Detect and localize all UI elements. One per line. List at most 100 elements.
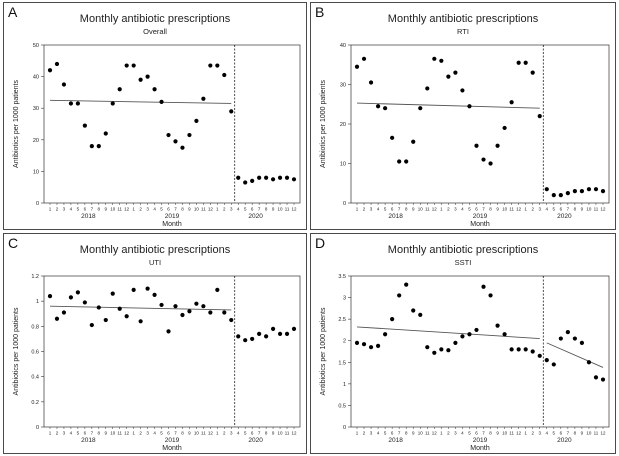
x-tick-label: 10 [278,207,284,212]
x-tick-label: 10 [110,207,116,212]
data-point [523,347,528,352]
x-tick-label: 9 [272,431,275,436]
data-point [257,331,262,336]
data-point [96,144,101,149]
year-label: 2018 [81,437,96,444]
chart-title: Monthly antibiotic prescriptions [388,13,539,25]
data-point [68,101,74,106]
data-point [145,74,150,79]
year-label: 2020 [557,437,572,444]
x-tick-label: 4 [237,207,240,212]
y-axis-label: Antibiotics per 1000 patients [320,80,327,168]
x-tick-label: 5 [468,207,471,212]
trend-line [356,102,540,109]
x-tick-label: 10 [418,207,424,212]
data-point [361,342,367,347]
x-tick-label: 1 [216,207,219,212]
y-tick-label: 3.5 [338,274,346,280]
trend-line [49,99,232,104]
x-tick-label: 3 [454,431,457,436]
data-point [152,292,157,297]
chart-c: Monthly antibiotic prescriptions UTI 0 0.2 0… [13,244,301,452]
x-tick-label: 9 [581,207,584,212]
data-point [565,191,570,196]
x-tick-label: 11 [425,207,430,212]
x-tick-label: 7 [91,431,94,436]
data-point [75,101,80,106]
data-point [593,187,599,192]
x-tick-label: 4 [153,431,156,436]
data-point [425,345,430,350]
y-tick-label: 0 [343,201,346,207]
x-tick-label: 9 [581,431,584,436]
data-point [418,106,423,111]
x-tick-label: 2 [223,207,226,212]
x-tick-label: 5 [77,431,80,436]
data-point [89,144,94,149]
x-tick-label: 10 [502,207,508,212]
data-point [530,70,535,75]
data-point [495,323,500,328]
data-point [159,99,164,104]
x-tick-label: 1 [524,431,527,436]
data-point [375,104,381,109]
x-tick-label: 4 [70,207,73,212]
data-point [75,290,80,295]
data-point [291,177,297,182]
x-tick-label: 8 [181,207,184,212]
x-tick-label: 6 [251,431,254,436]
x-tick-label: 7 [91,207,94,212]
x-tick-label: 9 [496,207,499,212]
chart-b: Monthly antibiotic prescriptions RTI 0 10 20… [320,13,610,228]
data-point [404,282,409,287]
year-label: 2019 [165,213,180,220]
trend-line [356,326,540,340]
x-tick-label: 9 [105,207,108,212]
data-point [277,175,283,180]
x-tick-label: 3 [63,207,66,212]
x-tick-label: 3 [146,431,149,436]
data-point [229,317,234,323]
y-tick-label: 30 [33,106,39,112]
x-tick-label: 12 [432,207,438,212]
data-point [439,347,444,352]
chart-d: Monthly antibiotic prescriptions SSTI 0 0.5… [320,244,610,452]
y-tick-label: 0.4 [31,375,39,381]
y-tick-label: 50 [33,43,39,49]
y-tick-label: 0.2 [31,400,39,406]
x-tick-label: 9 [272,207,275,212]
data-point [236,175,241,180]
data-point [173,304,178,309]
data-point [208,310,213,315]
data-point [243,180,248,185]
data-point [152,87,157,92]
chart-subtitle: RTI [457,27,469,36]
y-axis-label: Antibiotics per 1000 patients [320,307,327,395]
data-point [124,314,129,319]
x-axis-label: Month [470,445,490,452]
x-tick-label: 11 [285,207,290,212]
data-point [432,350,437,355]
x-tick-label: 3 [230,207,233,212]
data-point [544,358,549,363]
data-point [446,74,451,79]
x-tick-label: 8 [574,207,577,212]
x-tick-label: 6 [167,431,170,436]
x-tick-label: 3 [370,431,373,436]
x-tick-label: 12 [600,207,606,212]
data-point [222,310,227,315]
data-point [61,82,67,87]
x-tick-label: 9 [412,207,415,212]
data-point [194,301,199,306]
chart-title: Monthly antibiotic prescriptions [80,13,231,25]
data-point [291,326,297,331]
x-tick-label: 1 [440,207,443,212]
y-tick-label: 0.6 [31,350,39,356]
x-tick-label: 4 [70,431,73,436]
chart-panel-a: A Monthly antibiotic prescriptions Overal… [3,2,307,230]
data-point [467,104,472,109]
data-point [187,309,192,314]
y-tick-label: 1 [343,382,346,388]
x-tick-label: 6 [84,207,87,212]
